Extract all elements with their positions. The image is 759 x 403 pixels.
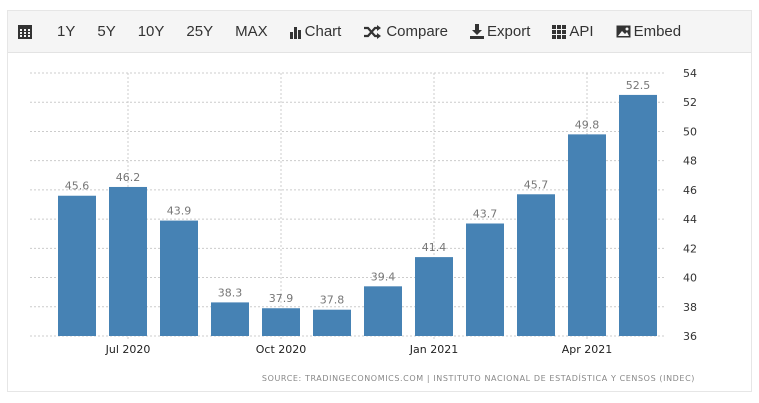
grid-icon (552, 24, 567, 39)
range-max-button[interactable]: MAX (235, 23, 268, 40)
chart-button[interactable]: Chart (289, 23, 342, 40)
data-label: 52.5 (626, 79, 651, 92)
bar (619, 94, 657, 337)
x-tick-label: Jan 2021 (409, 343, 458, 356)
embed-label: Embed (633, 23, 682, 40)
y-tick-label: 54 (683, 67, 697, 80)
bar (313, 309, 351, 336)
y-tick-label: 40 (683, 272, 697, 285)
export-button[interactable]: Export (470, 23, 530, 40)
range-5y-button[interactable]: 5Y (97, 23, 116, 40)
y-tick-label: 36 (683, 330, 697, 343)
chart-label: Chart (304, 23, 342, 40)
y-tick-label: 50 (683, 125, 697, 138)
bar (364, 286, 402, 336)
data-label: 43.9 (167, 205, 192, 218)
data-label: 43.7 (473, 207, 498, 220)
data-label: 39.4 (371, 270, 396, 283)
image-icon (616, 25, 631, 38)
range-1y-button[interactable]: 1Y (57, 23, 76, 40)
bar (262, 308, 300, 336)
y-tick-label: 46 (683, 184, 697, 197)
y-tick-label: 44 (683, 213, 697, 226)
calendar-icon[interactable] (18, 24, 35, 39)
embed-button[interactable]: Embed (616, 23, 682, 40)
range-10y-button[interactable]: 10Y (137, 23, 165, 40)
bar (58, 195, 96, 336)
y-tick-label: 48 (683, 155, 697, 168)
bar (160, 220, 198, 336)
export-label: Export (487, 23, 531, 40)
bar (568, 134, 606, 336)
y-tick-label: 38 (683, 301, 697, 314)
bar (415, 257, 453, 336)
toolbar: 1Y 5Y 10Y 25Y MAX Chart Compare Export A… (8, 11, 751, 53)
x-tick-label: Oct 2020 (256, 343, 307, 356)
bar (109, 186, 147, 336)
bar (517, 194, 555, 336)
api-button[interactable]: API (552, 23, 594, 40)
data-label: 46.2 (116, 171, 141, 184)
y-tick-label: 42 (683, 242, 697, 255)
x-tick-label: Apr 2021 (562, 343, 613, 356)
download-icon (470, 24, 485, 39)
compare-label: Compare (386, 23, 449, 40)
data-label: 49.8 (575, 118, 600, 131)
data-label: 37.8 (320, 294, 345, 307)
compare-button[interactable]: Compare (363, 23, 448, 40)
shuffle-icon (364, 24, 382, 39)
chart-container (7, 10, 752, 392)
data-label: 45.7 (524, 178, 549, 191)
data-label: 45.6 (65, 180, 90, 193)
data-label: 37.9 (269, 292, 294, 305)
y-tick-label: 52 (683, 96, 697, 109)
data-label: 38.3 (218, 286, 243, 299)
data-label: 41.4 (422, 241, 447, 254)
bar (466, 223, 504, 336)
bar-chart-icon (289, 26, 301, 39)
range-25y-button[interactable]: 25Y (186, 23, 214, 40)
api-label: API (569, 23, 594, 40)
x-tick-label: Jul 2020 (105, 343, 151, 356)
source-text: SOURCE: TRADINGECONOMICS.COM | INSTITUTO… (262, 372, 695, 383)
bar (211, 302, 249, 336)
